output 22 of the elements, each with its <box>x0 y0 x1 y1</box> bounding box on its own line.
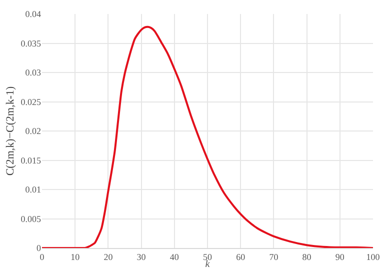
y-tick-label: 0.03 <box>25 68 42 78</box>
y-tick-label: 0.02 <box>25 126 41 136</box>
x-tick-label: 40 <box>170 252 180 262</box>
x-tick-label: 30 <box>136 252 146 262</box>
x-tick-label: 100 <box>366 252 380 262</box>
x-axis-title: k <box>205 259 210 270</box>
x-tick-label: 50 <box>203 252 212 262</box>
x-tick-label: 90 <box>335 252 345 262</box>
y-tick-label: 0.035 <box>20 38 42 48</box>
y-tick-label: 0.01 <box>25 184 41 195</box>
x-tick-label: 60 <box>236 252 246 262</box>
x-tick-label: 70 <box>269 252 279 262</box>
line-series <box>42 26 373 248</box>
y-axis-title: C(2m,k)−C(2m,k-1) <box>4 86 16 176</box>
x-tick-label: 20 <box>104 252 114 262</box>
y-tick-label: 0.04 <box>25 9 42 20</box>
y-tick-label: 0 <box>36 243 42 254</box>
y-tick-label: 0.015 <box>20 155 42 166</box>
y-tick-label: 0.005 <box>20 214 42 224</box>
y-tick-label: 0.025 <box>20 96 42 107</box>
x-tick-label: 80 <box>302 252 312 262</box>
x-tick-label: 10 <box>70 252 80 262</box>
